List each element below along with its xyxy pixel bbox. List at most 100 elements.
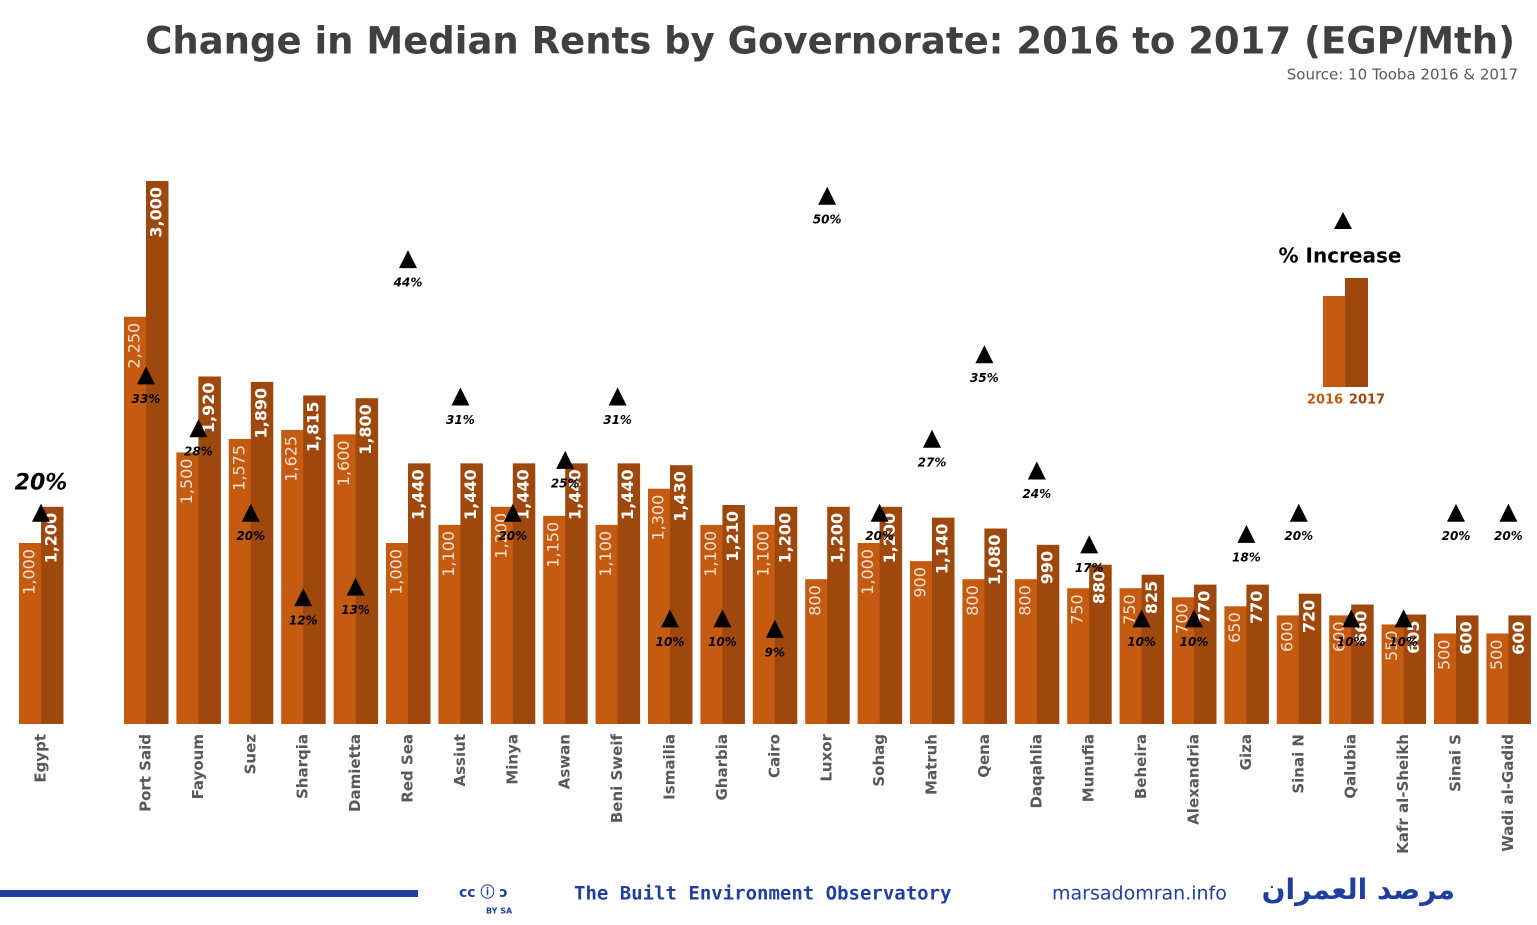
increase-marker [818, 186, 837, 205]
value-label: 1,440 [618, 469, 637, 520]
x-tick-label: Egypt [32, 734, 50, 783]
value-label: 1,200 [880, 513, 899, 564]
bar [752, 524, 776, 724]
increase-label: 27% [918, 455, 947, 469]
value-label: 1,000 [20, 549, 39, 595]
bar [565, 463, 588, 724]
value-label: 1,000 [858, 549, 877, 595]
x-tick-label: Red Sea [399, 734, 417, 803]
bar [460, 463, 483, 724]
bar [1276, 615, 1300, 724]
bar [1036, 544, 1060, 724]
value-label: 1,200 [828, 513, 847, 564]
x-tick-label: Suez [241, 734, 259, 775]
legend: % Increase 2016 2017 [1279, 212, 1402, 408]
bar [595, 524, 619, 724]
value-label: 1,440 [513, 469, 532, 520]
value-label: 1,000 [387, 549, 406, 595]
bar [176, 452, 199, 724]
value-label: 1,100 [439, 531, 458, 577]
value-label: 1,440 [409, 469, 428, 520]
increase-label: 50% [813, 212, 842, 226]
increase-marker [1080, 535, 1099, 554]
increase-label: 44% [393, 276, 423, 290]
value-label: 500 [1435, 640, 1454, 671]
increase-marker [241, 503, 260, 522]
increase-marker [399, 250, 417, 269]
legend-label: % Increase [1279, 244, 1402, 268]
increase-marker [503, 503, 522, 522]
increase-marker [556, 450, 575, 469]
value-label: 825 [1142, 581, 1161, 614]
value-label: 1,575 [229, 445, 248, 491]
value-label: 605 [1404, 620, 1423, 653]
x-tick-label: Minya [503, 734, 521, 785]
value-label: 600 [1277, 621, 1296, 652]
increase-label: 31% [446, 413, 475, 427]
value-label: 1,080 [985, 535, 1004, 586]
bar [1508, 615, 1531, 724]
x-tick-label: Qalubia [1342, 734, 1360, 799]
value-label: 1,500 [177, 459, 196, 505]
bar [1014, 579, 1038, 724]
value-label: 3,000 [147, 187, 166, 238]
increase-label: 31% [603, 413, 632, 427]
increase-label: 20% [1494, 529, 1523, 543]
x-tick-label: Gharbia [713, 734, 731, 801]
increase-label: 10% [1180, 635, 1209, 649]
value-label: 770 [1247, 591, 1266, 624]
increase-marker [765, 619, 784, 638]
increase-label: 10% [708, 635, 737, 649]
bar [124, 316, 147, 724]
increase-marker [294, 588, 313, 607]
organization: The Built Environment Observatory [574, 883, 952, 905]
bar [774, 506, 798, 724]
value-label: 750 [1120, 594, 1139, 625]
value-label: 800 [806, 585, 825, 616]
increase-label: 10% [1127, 635, 1156, 649]
value-label: 880 [1090, 571, 1109, 604]
bar [1486, 633, 1509, 724]
footer-line [0, 890, 418, 897]
value-label: 1,625 [282, 436, 301, 482]
increase-label: 20% [865, 529, 894, 543]
bar [1329, 615, 1352, 724]
bar [910, 561, 933, 724]
increase-marker [608, 387, 627, 406]
increase-label: 35% [970, 371, 999, 385]
increase-label: 20% [498, 529, 527, 543]
value-label: 1,920 [199, 382, 218, 433]
chart-title: Change in Median Rents by Governorate: 2… [145, 20, 1515, 63]
value-label: 700 [1173, 603, 1192, 634]
value-label: 1,430 [671, 471, 690, 522]
bar [984, 528, 1007, 724]
bar [932, 517, 955, 724]
increase-marker [870, 503, 889, 522]
value-label: 1,150 [544, 522, 563, 568]
increase-marker [451, 387, 470, 406]
value-label: 1,200 [42, 513, 61, 564]
x-tick-label: Sinai N [1289, 734, 1307, 794]
bar [543, 515, 566, 724]
increase-label: 28% [184, 445, 213, 459]
bar [700, 524, 723, 724]
x-tick-label: Alexandria [1185, 734, 1203, 825]
bar [408, 463, 431, 724]
x-tick-label: Beni Sweif [608, 734, 626, 824]
footer: cc ⓘ ↄ BY SA The Built Environment Obser… [0, 873, 1455, 916]
value-label: 1,140 [933, 524, 952, 575]
increase-marker [661, 609, 679, 628]
x-tick-label: Sharqia [294, 734, 312, 799]
increase-marker [1237, 524, 1256, 543]
value-label: 1,100 [596, 531, 615, 577]
value-label: 1,100 [701, 531, 720, 577]
bar [438, 524, 461, 724]
bar [1298, 593, 1322, 724]
value-label: 1,800 [356, 404, 375, 455]
legend-label: 2017 [1349, 393, 1385, 408]
legend-swatch [1345, 278, 1368, 387]
bar [1194, 584, 1217, 724]
value-label: 750 [1068, 594, 1087, 625]
bar [1067, 588, 1090, 724]
increase-marker [346, 577, 365, 596]
